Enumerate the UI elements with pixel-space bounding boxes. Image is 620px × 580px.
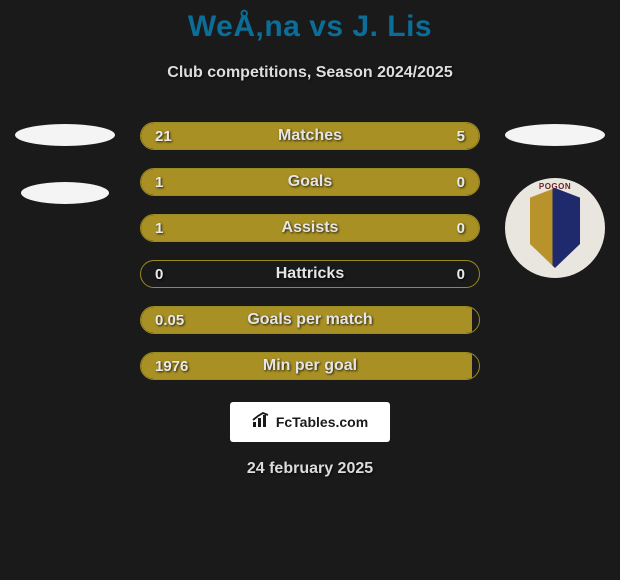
player1-avatar-placeholder: [15, 124, 115, 146]
right-player-col: POGON: [500, 122, 610, 278]
left-player-col: [10, 122, 120, 204]
bar-label: Goals per match: [141, 311, 479, 329]
bar-value-right: 5: [457, 128, 465, 145]
chart-icon: [252, 412, 272, 433]
bar-label: Assists: [141, 219, 479, 237]
bar-value-right: 0: [457, 266, 465, 283]
stat-bars: 21Matches51Goals01Assists00Hattricks00.0…: [140, 122, 480, 380]
stats-area: 21Matches51Goals01Assists00Hattricks00.0…: [0, 122, 620, 380]
stat-bar: 0Hattricks0: [140, 260, 480, 288]
player2-avatar-placeholder: [505, 124, 605, 146]
stat-bar: 1Goals0: [140, 168, 480, 196]
bar-label: Matches: [141, 127, 479, 145]
brand-label: FcTables.com: [276, 414, 368, 430]
footer-date: 24 february 2025: [0, 460, 620, 478]
stat-bar: 21Matches5: [140, 122, 480, 150]
bar-label: Min per goal: [141, 357, 479, 375]
page-title: WeÅ‚na vs J. Lis: [0, 10, 620, 44]
branding-box: FcTables.com: [230, 402, 390, 442]
stat-bar: 0.05Goals per match: [140, 306, 480, 334]
bar-label: Goals: [141, 173, 479, 191]
badge-shield-icon: [530, 188, 580, 268]
stat-bar: 1Assists0: [140, 214, 480, 242]
bar-value-right: 0: [457, 220, 465, 237]
infographic-container: WeÅ‚na vs J. Lis Club competitions, Seas…: [0, 0, 620, 478]
player2-club-badge: POGON: [505, 178, 605, 278]
bar-value-right: 0: [457, 174, 465, 191]
player1-club-placeholder: [21, 182, 109, 204]
subtitle: Club competitions, Season 2024/2025: [0, 64, 620, 82]
bar-label: Hattricks: [141, 265, 479, 283]
stat-bar: 1976Min per goal: [140, 352, 480, 380]
